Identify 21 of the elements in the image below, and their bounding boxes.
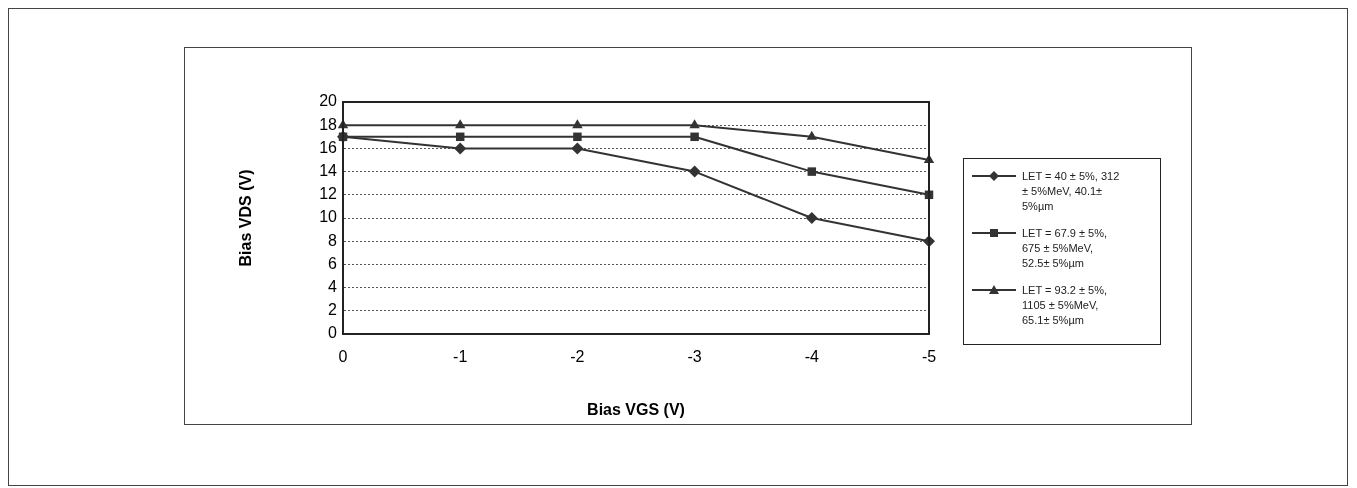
- y-tick-label: 12: [319, 185, 338, 203]
- x-tick-label: -5: [921, 348, 937, 366]
- y-tick-label: 14: [319, 162, 338, 180]
- y-tick-label: 10: [319, 208, 338, 226]
- y-tick-label: 6: [328, 254, 338, 272]
- legend-label: LET = 93.2 ± 5%, 1105 ± 5%MeV, 65.1± 5%µm: [1022, 283, 1109, 328]
- x-tick-label: -1: [453, 348, 468, 366]
- y-tick-label: 8: [328, 231, 338, 249]
- y-tick-label: 16: [319, 138, 338, 156]
- y-tick-label: 0: [328, 324, 338, 342]
- y-axis-title: Bias VDS (V): [237, 169, 255, 267]
- y-tick-label: 20: [319, 92, 338, 110]
- y-tick-label: 2: [328, 301, 338, 319]
- y-tick-label: 18: [319, 115, 338, 133]
- x-tick-label: -2: [570, 348, 585, 366]
- legend-label: LET = 67.9 ± 5%, 675 ± 5%MeV, 52.5± 5%µm: [1022, 226, 1109, 271]
- x-axis-title: Bias VGS (V): [587, 400, 685, 418]
- x-tick-label: -3: [687, 348, 702, 366]
- x-tick-label: -4: [804, 348, 820, 366]
- legend-label: LET = 40 ± 5%, 312 ± 5%MeV, 40.1± 5%µm: [1022, 169, 1121, 214]
- y-tick-label: 4: [328, 278, 338, 296]
